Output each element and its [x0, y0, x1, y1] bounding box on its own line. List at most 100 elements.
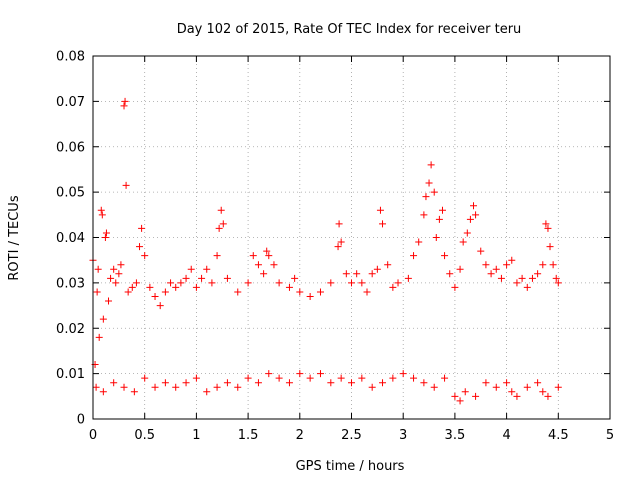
y-tick-label: 0 [77, 413, 85, 428]
data-point [151, 383, 159, 391]
data-point [223, 274, 231, 282]
data-point [265, 252, 273, 260]
data-point [291, 274, 299, 282]
data-point [384, 261, 392, 269]
data-point [415, 238, 423, 246]
data-point [120, 383, 128, 391]
data-point [172, 283, 180, 291]
data-point [373, 265, 381, 273]
data-point [234, 383, 242, 391]
data-point [167, 279, 175, 287]
data-point [120, 102, 128, 110]
data-point [101, 234, 109, 241]
data-point [122, 181, 130, 189]
data-point [379, 220, 387, 228]
data-point [138, 224, 146, 232]
data-point [203, 388, 211, 396]
data-point [182, 379, 190, 387]
data-point [99, 315, 107, 323]
y-tick-label: 0.07 [56, 95, 85, 110]
data-point [410, 374, 418, 382]
data-point [213, 252, 221, 260]
data-point [492, 265, 500, 273]
data-point [477, 247, 485, 255]
data-point [198, 274, 206, 282]
data-point [208, 279, 216, 287]
data-point [482, 261, 490, 269]
data-point [244, 279, 252, 287]
x-tick-label: 0.5 [134, 428, 155, 443]
data-point [95, 333, 103, 341]
data-point [217, 206, 225, 214]
data-point [254, 379, 262, 387]
x-tick-label: 2 [296, 428, 304, 443]
data-point [337, 238, 345, 246]
data-point [327, 279, 335, 287]
data-point [427, 161, 435, 169]
data-point [430, 188, 438, 196]
data-point [459, 238, 467, 246]
data-point [334, 243, 342, 251]
data-point [503, 261, 511, 269]
chart-title: Day 102 of 2015, Rate Of TEC Index for r… [177, 22, 522, 37]
x-tick-label: 3.5 [445, 428, 466, 443]
data-point [260, 270, 268, 278]
data-point [136, 243, 144, 251]
data-point [508, 388, 516, 396]
data-point [275, 279, 283, 287]
y-tick-label: 0.03 [56, 276, 85, 291]
data-point [141, 374, 149, 382]
data-point [368, 383, 376, 391]
data-point [399, 370, 407, 378]
data-point [394, 279, 402, 287]
data-point [368, 270, 376, 278]
data-point [534, 270, 542, 278]
data-point [425, 179, 433, 187]
y-tick-label: 0.06 [56, 140, 85, 155]
data-point [254, 261, 262, 269]
data-point [470, 202, 478, 210]
data-point [161, 379, 169, 387]
data-point [316, 370, 324, 378]
data-point [358, 279, 366, 287]
data-point [146, 283, 154, 291]
data-point [435, 215, 443, 223]
data-point [172, 383, 180, 391]
data-point [353, 270, 361, 278]
data-point [161, 288, 169, 296]
y-tick-label: 0.05 [56, 186, 85, 201]
data-point [544, 224, 552, 232]
data-point [285, 379, 293, 387]
data-point [348, 279, 355, 287]
data-point [497, 274, 505, 282]
data-point [376, 206, 384, 214]
y-axis-ticks: 0 0.01 0.02 0.03 0.04 0.05 0.06 0.07 0.08 [56, 50, 610, 428]
data-point [404, 274, 412, 282]
data-point [508, 256, 516, 264]
data-point [446, 270, 454, 278]
data-point [482, 379, 490, 387]
data-point [534, 379, 542, 387]
data-point [128, 283, 136, 291]
x-tick-label: 4.5 [548, 428, 569, 443]
data-point [420, 211, 428, 219]
x-tick-label: 1 [192, 428, 200, 443]
data-point [363, 288, 371, 296]
data-point [451, 392, 459, 400]
data-point [539, 261, 547, 269]
data-point [552, 274, 560, 282]
data-point [492, 383, 500, 391]
data-point [342, 270, 350, 278]
data-point [249, 252, 257, 260]
data-point [554, 279, 562, 287]
data-point [110, 265, 118, 273]
x-tick-label: 1.5 [238, 428, 259, 443]
data-point [358, 374, 366, 382]
data-point [523, 283, 531, 291]
data-point [348, 379, 355, 387]
y-tick-label: 0.02 [56, 322, 85, 337]
data-point [523, 383, 531, 391]
data-point [544, 392, 552, 400]
data-point [316, 288, 324, 296]
data-point [441, 252, 449, 260]
